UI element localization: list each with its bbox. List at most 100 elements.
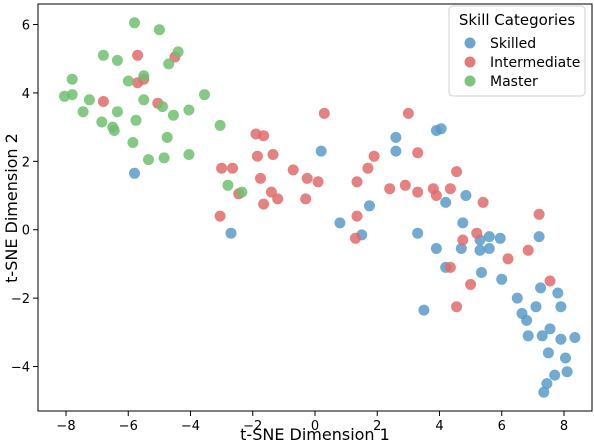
point-master-22 — [163, 58, 175, 70]
legend-box — [448, 5, 586, 97]
point-intermediate-28 — [384, 183, 396, 195]
point-intermediate-12 — [251, 150, 263, 162]
point-intermediate-14 — [255, 172, 266, 184]
legend-label-intermediate: Intermediate — [490, 55, 580, 71]
y-tick-label: 2 — [22, 155, 30, 170]
point-skilled-12 — [430, 243, 442, 254]
point-skilled-28 — [522, 330, 534, 342]
point-skilled-39 — [555, 333, 567, 345]
point-skilled-3 — [334, 217, 346, 229]
point-skilled-5 — [364, 200, 375, 212]
legend-marker-skilled — [464, 37, 476, 49]
point-skilled-33 — [541, 378, 553, 390]
point-master-27 — [199, 89, 210, 101]
point-intermediate-37 — [444, 261, 456, 273]
point-skilled-43 — [533, 231, 545, 243]
point-intermediate-31 — [412, 147, 424, 159]
point-master-24 — [172, 46, 184, 58]
point-skilled-16 — [460, 190, 472, 201]
point-skilled-35 — [544, 323, 556, 335]
point-skilled-6 — [390, 131, 402, 143]
x-tick-label: −8 — [56, 419, 75, 434]
point-skilled-19 — [476, 267, 487, 278]
point-skilled-24 — [496, 273, 508, 285]
point-intermediate-17 — [272, 193, 284, 205]
y-tick-label: 4 — [22, 87, 30, 102]
point-intermediate-35 — [444, 183, 456, 195]
point-skilled-40 — [560, 352, 571, 364]
legend-label-master: Master — [490, 74, 538, 90]
point-skilled-34 — [542, 347, 554, 359]
point-intermediate-39 — [457, 234, 469, 246]
point-master-17 — [143, 154, 154, 166]
point-intermediate-8 — [227, 162, 238, 174]
point-intermediate-36 — [451, 166, 463, 178]
point-intermediate-27 — [368, 150, 380, 162]
data-points — [59, 17, 581, 398]
y-axis-ticks: −4 −2 0 2 4 6 — [11, 19, 38, 376]
point-skilled-9 — [418, 304, 430, 316]
x-tick-label: 8 — [560, 419, 568, 434]
point-intermediate-29 — [399, 179, 411, 191]
point-intermediate-41 — [471, 227, 483, 239]
point-master-5 — [97, 49, 109, 61]
point-master-3 — [77, 106, 89, 118]
point-intermediate-23 — [351, 176, 363, 188]
legend: Skill Categories Skilled Intermediate Ma… — [448, 5, 586, 97]
point-master-12 — [129, 17, 140, 29]
point-skilled-0 — [129, 167, 140, 179]
point-skilled-15 — [457, 217, 469, 229]
point-master-4 — [83, 94, 95, 106]
point-intermediate-22 — [318, 107, 330, 119]
point-skilled-7 — [390, 145, 402, 157]
point-intermediate-45 — [533, 208, 545, 220]
legend-label-skilled: Skilled — [490, 36, 536, 52]
point-master-19 — [157, 101, 168, 113]
point-master-26 — [183, 149, 195, 160]
point-master-11 — [122, 75, 134, 87]
point-skilled-22 — [474, 244, 486, 256]
x-tick-label: −2 — [243, 419, 262, 434]
point-intermediate-34 — [430, 190, 442, 201]
point-intermediate-19 — [300, 193, 312, 205]
point-intermediate-44 — [522, 244, 534, 256]
y-tick-label: −4 — [11, 361, 30, 376]
point-master-25 — [183, 104, 195, 116]
point-master-16 — [138, 94, 150, 106]
point-intermediate-30 — [402, 107, 414, 119]
point-skilled-11 — [435, 123, 447, 135]
legend-marker-intermediate — [464, 56, 476, 68]
point-intermediate-43 — [502, 253, 514, 265]
point-skilled-36 — [549, 369, 561, 381]
point-skilled-32 — [538, 386, 550, 398]
x-tick-label: 4 — [435, 419, 443, 434]
point-skilled-2 — [315, 145, 327, 157]
point-intermediate-46 — [544, 275, 556, 287]
point-intermediate-0 — [97, 96, 109, 107]
y-tick-label: 6 — [22, 19, 30, 34]
y-tick-label: 0 — [22, 224, 30, 239]
point-master-2 — [66, 89, 78, 101]
point-master-18 — [153, 24, 165, 36]
point-master-20 — [158, 152, 170, 164]
point-master-9 — [111, 54, 123, 66]
point-intermediate-32 — [412, 186, 424, 198]
point-intermediate-18 — [287, 164, 299, 176]
point-skilled-23 — [494, 232, 506, 244]
point-skilled-8 — [412, 227, 424, 239]
point-master-6 — [96, 116, 108, 128]
point-skilled-20 — [483, 243, 495, 254]
point-intermediate-6 — [214, 210, 226, 222]
x-tick-label: 6 — [498, 419, 506, 434]
point-skilled-29 — [530, 301, 542, 313]
x-tick-label: −4 — [181, 419, 200, 434]
x-tick-label: 2 — [373, 419, 381, 434]
x-axis-title: t-SNE Dimension 1 — [240, 425, 390, 444]
legend-title: Skill Categories — [459, 11, 576, 29]
point-master-1 — [66, 73, 78, 85]
point-intermediate-38 — [451, 301, 463, 313]
point-skilled-17 — [455, 243, 467, 254]
point-skilled-37 — [552, 287, 564, 299]
point-intermediate-7 — [216, 162, 228, 174]
point-intermediate-25 — [350, 232, 361, 244]
